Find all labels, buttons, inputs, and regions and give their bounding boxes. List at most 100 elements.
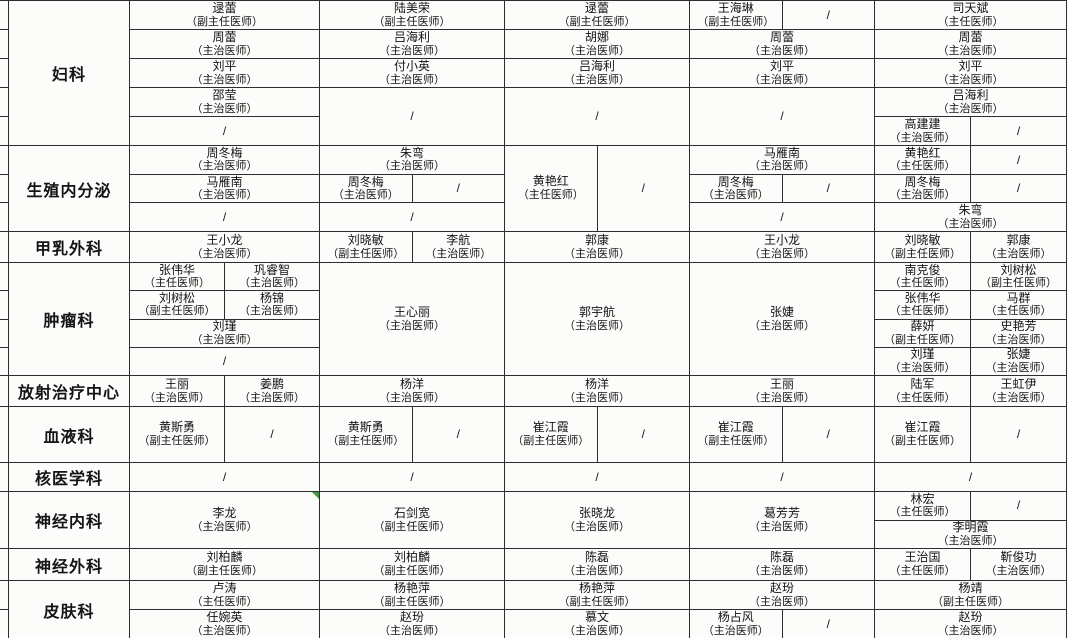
doctor-title: （主治医师） [564, 391, 630, 404]
doctor-title: （副主任医师） [884, 333, 961, 346]
empty-slot-cell: / [320, 88, 505, 146]
schedule-subrow: 胡娜 （主治医师） [505, 30, 690, 59]
doctor-name: 赵玢 [399, 610, 424, 624]
left-edge-gutter [0, 463, 8, 492]
doctor-title: （主任医师） [889, 277, 956, 290]
department-row-0: 妇科 逯蕾 （副主任医师） 周蕾 （主治医师） 刘平 （主治医师） 邵莹 （主治医师） / 陆美荣（… [0, 1, 1067, 146]
schedule-subrow: 逯蕾 （副主任医师） [505, 1, 690, 30]
doctor-name: 刘柏麟 [206, 550, 243, 565]
doctor-cell: 杨洋 （主治医师） [320, 376, 505, 407]
doctor-title: （主治医师） [985, 391, 1052, 404]
schedule-subrow: 杨占风 （主治医师） / [690, 610, 875, 638]
schedule-subrow: 王小龙 （主治医师） [690, 232, 875, 263]
doctor-name: 任婉英 [206, 610, 243, 624]
doctor-title: （主治医师） [749, 520, 815, 533]
doctor-title: （主治医师） [379, 44, 445, 57]
doctor-name: 郭宇航 [578, 304, 615, 319]
day-column-2: 崔江霞 （副主任医师） / [505, 407, 690, 463]
doctor-cell: 马群 （主任医师） [971, 291, 1067, 320]
doctor-name: 卢涛 [212, 581, 237, 595]
department-row-5: 血液科 黄斯勇 （副主任医师） / 黄斯勇 （副主任医师） / 崔江霞 （副主任医师） / 崔江霞（… [0, 407, 1067, 463]
department-label: 甲乳外科 [8, 232, 130, 263]
doctor-name: 陆军 [910, 376, 935, 391]
doctor-cell: 马雁南 （主治医师） [130, 174, 320, 204]
doctor-name: 黄艳红 [904, 146, 941, 160]
schedule-subrow: 王丽 （主治医师） [690, 376, 875, 407]
doctor-cell: 王心丽 （主治医师） [320, 263, 505, 376]
doctor-cell: 李龙 （主治医师） [130, 492, 320, 549]
doctor-cell: 崔江霞 （副主任医师） [690, 407, 783, 463]
day-column-0: 李龙 （主治医师） [130, 492, 320, 549]
doctor-name: 胡娜 [584, 30, 609, 44]
empty-slash: / [641, 181, 645, 196]
empty-slash: / [222, 209, 227, 224]
doctor-name: 刘晓敏 [347, 232, 384, 247]
left-edge-gutter [0, 492, 8, 549]
doctor-cell: 石剑宽 （副主任医师） [320, 492, 505, 549]
gutter-line [0, 175, 8, 204]
doctor-cell: 周冬梅 （主治医师） [320, 174, 413, 204]
doctor-name: 周蕾 [769, 30, 794, 44]
doctor-cell: 陆美荣 （副主任医师） [320, 1, 505, 30]
empty-slash: / [1016, 152, 1021, 167]
schedule-subrow: / [320, 88, 505, 146]
doctor-cell: 刘柏麟 （副主任医师） [130, 549, 320, 581]
day-column-1: / [320, 463, 505, 492]
schedule-subrow: 王丽 （主治医师） 姜鹏 （主治医师） [130, 376, 320, 407]
schedule-subrow: 崔江霞 （副主任医师） / [690, 407, 875, 463]
day-column-4: 崔江霞 （副主任医师） / [875, 407, 1067, 463]
doctor-title: （主治医师） [749, 319, 815, 332]
schedule-subrow: 吕海利 （主治医师） [505, 59, 690, 88]
schedule-subrow: / [690, 203, 875, 233]
day-column-3: 陈磊 （主治医师） [690, 549, 875, 581]
doctor-name: 史艳芳 [1000, 319, 1037, 334]
cell-flag-marker-icon [312, 492, 319, 499]
gutter-line [0, 291, 8, 320]
empty-slash: / [222, 123, 227, 138]
schedule-subrow: 卢涛 （主任医师） [130, 581, 320, 610]
doctor-title: （主治医师） [564, 73, 630, 86]
schedule-subrow: 吕海利 （主治医师） [320, 30, 505, 59]
empty-slot-cell: / [505, 463, 690, 492]
doctor-cell: 胡娜 （主治医师） [505, 30, 690, 59]
doctor-cell: 王小龙 （主治医师） [690, 232, 875, 263]
doctor-cell: 张伟华 （主任医师） [130, 263, 225, 292]
empty-slash: / [1016, 498, 1021, 513]
schedule-subrow: 朱弯 （主治医师） [875, 203, 1067, 233]
schedule-subrow: 逯蕾 （副主任医师） [130, 1, 320, 30]
doctor-cell: 司天斌 （主任医师） [875, 1, 1067, 30]
schedule-subrow: 陈磊 （主治医师） [505, 549, 690, 581]
doctor-cell: 刘瑾 （主治医师） [875, 347, 971, 376]
doctor-cell: 王治国 （主任医师） [875, 549, 971, 581]
doctor-name: 郭康 [1006, 232, 1031, 247]
doctor-name: 赵玢 [958, 610, 983, 624]
doctor-cell: 黄斯勇 （副主任医师） [320, 407, 413, 463]
empty-slash: / [780, 209, 784, 224]
gutter-line [0, 232, 8, 263]
gutter-line [0, 348, 8, 376]
schedule-subrow: / [505, 463, 690, 492]
day-column-4: 杨靖 （副主任医师） 赵玢 （主治医师） [875, 581, 1067, 638]
schedule-subrow: 慕文 （主治医师） [505, 610, 690, 638]
gutter-line [0, 30, 8, 59]
day-column-1: 黄斯勇 （副主任医师） / [320, 407, 505, 463]
doctor-name: 杨锦 [259, 291, 284, 305]
gutter-line [0, 59, 8, 88]
doctor-name: 黄艳红 [532, 174, 569, 189]
doctor-cell: 任婉英 （主治医师） [130, 610, 320, 638]
doctor-cell: 杨艳萍 （副主任医师） [320, 581, 505, 610]
schedule-subrow: 李龙 （主治医师） [130, 492, 320, 549]
schedule-subrow: 周冬梅 （主治医师） [130, 146, 320, 175]
doctor-cell: 朱弯 （主治医师） [875, 203, 1067, 233]
gutter-line [0, 203, 8, 233]
doctor-name: 杨洋 [584, 376, 609, 391]
empty-slash: / [780, 109, 784, 124]
schedule-subrow: 马雁南 （主治医师） [130, 174, 320, 204]
day-column-0: 王小龙 （主治医师） [130, 232, 320, 263]
doctor-name: 周冬梅 [206, 146, 243, 160]
doctor-cell: 黄艳红 （主任医师） [505, 146, 598, 232]
day-column-0: 王丽 （主治医师） 姜鹏 （主治医师） [130, 376, 320, 407]
doctor-title: （主任医师） [889, 391, 956, 404]
day-column-4: 陆军 （主任医师） 王虹伊 （主治医师） [875, 376, 1067, 407]
doctor-cell: 杨占风 （主治医师） [690, 610, 783, 638]
